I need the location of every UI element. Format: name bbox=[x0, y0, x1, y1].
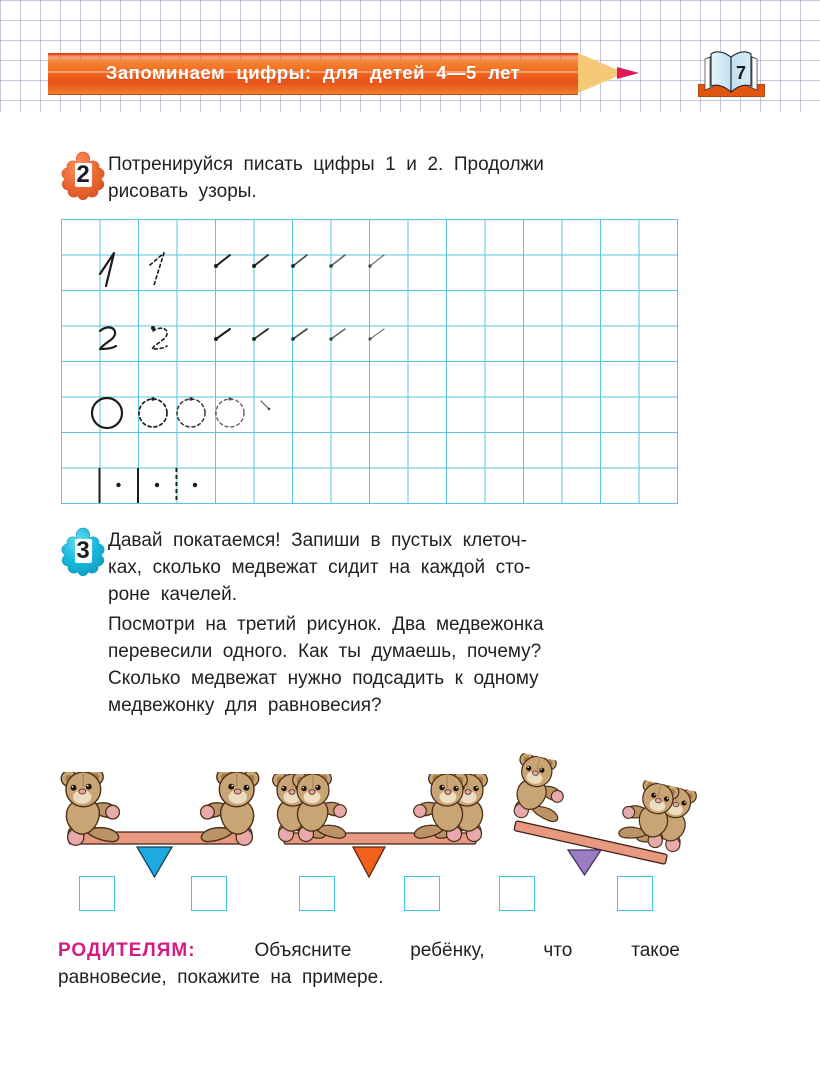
svg-text:7: 7 bbox=[736, 63, 746, 83]
